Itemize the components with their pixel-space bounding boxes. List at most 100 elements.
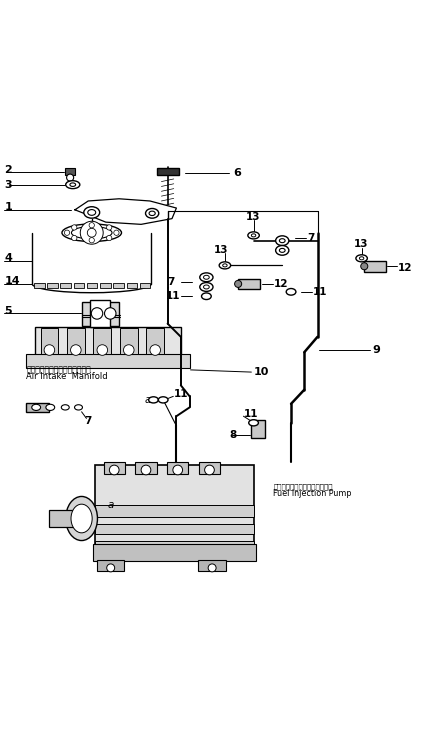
Circle shape [109, 465, 119, 475]
Bar [95, 465, 254, 559]
Text: a: a [145, 395, 151, 405]
Ellipse shape [66, 496, 97, 541]
Text: 14: 14 [4, 276, 20, 286]
Ellipse shape [71, 227, 112, 239]
Text: 1: 1 [4, 202, 12, 212]
Text: 3: 3 [4, 180, 12, 190]
Circle shape [123, 345, 134, 355]
Ellipse shape [71, 505, 92, 533]
Bar [146, 328, 164, 355]
Circle shape [141, 465, 151, 475]
Bar [364, 261, 386, 272]
Bar [49, 510, 74, 527]
Bar [47, 282, 58, 288]
Circle shape [89, 238, 94, 243]
Bar [198, 560, 226, 571]
Text: 7: 7 [307, 233, 315, 242]
Bar [34, 282, 45, 288]
Text: a: a [108, 500, 114, 511]
Circle shape [71, 225, 77, 230]
Text: 8: 8 [229, 430, 236, 440]
Circle shape [64, 230, 70, 236]
Bar [60, 282, 71, 288]
Ellipse shape [75, 404, 82, 410]
Ellipse shape [251, 234, 256, 237]
Circle shape [44, 345, 55, 355]
Text: 11: 11 [165, 291, 180, 301]
Text: 13: 13 [354, 239, 369, 249]
Text: 12: 12 [274, 279, 289, 289]
Circle shape [67, 174, 74, 181]
Circle shape [87, 228, 96, 237]
Circle shape [150, 345, 161, 355]
Bar [120, 328, 138, 355]
Circle shape [71, 345, 81, 355]
Ellipse shape [276, 245, 289, 255]
Circle shape [205, 465, 214, 475]
Text: 7: 7 [84, 416, 91, 425]
Ellipse shape [88, 209, 96, 215]
Bar [104, 462, 125, 474]
Text: 7: 7 [168, 277, 175, 287]
Text: 12: 12 [398, 264, 412, 273]
Text: 4: 4 [4, 253, 12, 264]
Ellipse shape [84, 207, 100, 218]
Ellipse shape [286, 288, 296, 295]
Text: 5: 5 [4, 306, 12, 316]
Ellipse shape [203, 276, 209, 279]
Text: エアーインテークマニホールド: エアーインテークマニホールド [26, 366, 91, 375]
Ellipse shape [279, 239, 285, 242]
Text: 13: 13 [246, 212, 261, 222]
Circle shape [208, 564, 216, 572]
Ellipse shape [158, 397, 168, 403]
Circle shape [97, 345, 108, 355]
Text: 13: 13 [213, 245, 228, 255]
Text: 10: 10 [254, 367, 269, 377]
Circle shape [107, 236, 112, 241]
Ellipse shape [32, 404, 41, 410]
Circle shape [71, 236, 77, 241]
Circle shape [173, 465, 183, 475]
Ellipse shape [61, 404, 69, 410]
Circle shape [105, 308, 116, 319]
Text: Air Intake  Manifold: Air Intake Manifold [26, 372, 108, 381]
Ellipse shape [223, 264, 227, 267]
Ellipse shape [356, 255, 367, 262]
Ellipse shape [219, 262, 231, 269]
Circle shape [361, 263, 368, 270]
Bar [67, 328, 85, 355]
Bar [26, 403, 49, 412]
Bar [140, 282, 150, 288]
Bar [113, 282, 124, 288]
Bar [127, 282, 137, 288]
Bar [93, 328, 111, 355]
Circle shape [114, 230, 119, 236]
Bar [167, 462, 188, 474]
Bar [87, 282, 97, 288]
Bar [157, 169, 179, 175]
Text: フェルインジェクションポンプ: フェルインジェクションポンプ [273, 483, 333, 490]
Bar [41, 328, 58, 355]
Circle shape [91, 308, 103, 319]
Bar [95, 505, 254, 517]
Circle shape [80, 221, 103, 244]
Ellipse shape [248, 232, 259, 239]
Bar [238, 279, 260, 289]
Text: 6: 6 [234, 168, 242, 178]
Bar [97, 560, 124, 571]
Bar [35, 327, 181, 355]
Bar [90, 300, 110, 327]
Ellipse shape [200, 282, 213, 291]
Ellipse shape [200, 273, 213, 282]
Ellipse shape [66, 181, 80, 189]
Ellipse shape [149, 397, 158, 403]
Text: 11: 11 [243, 409, 258, 419]
Ellipse shape [359, 257, 364, 260]
Ellipse shape [149, 211, 155, 215]
Ellipse shape [203, 285, 209, 289]
Bar [26, 355, 190, 367]
Ellipse shape [249, 419, 258, 426]
Text: 11: 11 [313, 287, 328, 297]
Ellipse shape [279, 248, 285, 252]
Circle shape [107, 225, 112, 230]
